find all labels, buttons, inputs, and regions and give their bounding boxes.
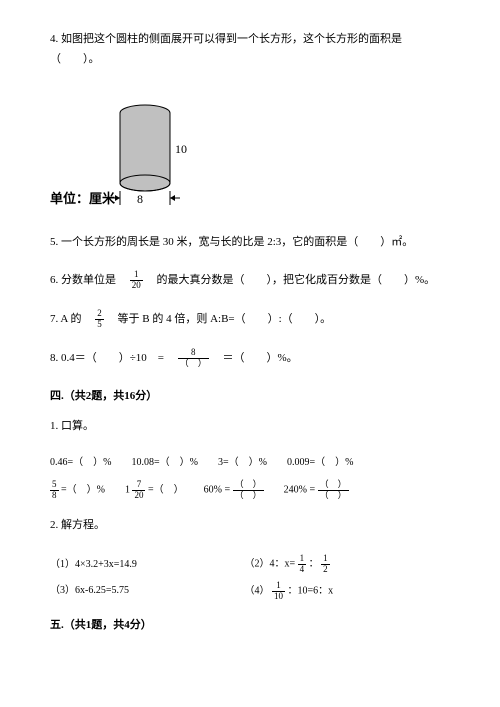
height-label: 10 — [175, 142, 187, 156]
eq-row-1: （1）4×3.2+3x=14.9 （2）4：x= 1 4 ： 1 2 — [50, 554, 450, 575]
q7-den: 5 — [95, 320, 104, 330]
cylinder-figure: 10 8 单位：厘米 — [50, 88, 450, 218]
frac-2a: 5 8 — [50, 480, 59, 501]
eq4-f1: 1 10 — [272, 581, 285, 602]
calc-row-1: 0.46=（ ）% 10.08=（ ）% 3=（ ）% 0.009=（ ）% — [50, 454, 450, 472]
calc-2d: 240% = （ ） （ ） — [284, 480, 349, 501]
calc-2b: 1 7 20 =（ ） — [125, 480, 184, 501]
q6-den: 20 — [130, 281, 143, 291]
sub1-title: 1. 口算。 — [50, 417, 450, 437]
q8-part1: 8. 0.4＝（ ）÷10 = — [50, 352, 175, 364]
calc-2c: 60% = （ ） （ ） — [204, 480, 264, 501]
eq1: （1）4×3.2+3x=14.9 — [50, 556, 242, 574]
section-4-title: 四.（共2题，共16分） — [50, 387, 450, 407]
question-6: 6. 分数单位是 1 20 的最大真分数是（ ），把它化成百分数是（ ）%。 — [50, 270, 450, 291]
eq2-f1: 1 4 — [298, 554, 307, 575]
section-5-title: 五.（共1题，共4分） — [50, 616, 450, 636]
question-8: 8. 0.4＝（ ）÷10 = 8 （ ） ＝（ ）%。 — [50, 348, 450, 369]
question-7: 7. A 的 2 5 等于 B 的 4 倍，则 A:B=（ ）:（ ）。 — [50, 309, 450, 330]
cylinder-svg: 10 8 单位：厘米 — [50, 88, 200, 218]
calc-1c: 3=（ ）% — [218, 454, 267, 472]
question-4: 4. 如图把这个圆柱的侧面展开可以得到一个长方形，这个长方形的面积是（ ）。 — [50, 30, 450, 70]
calc-1d: 0.009=（ ）% — [287, 454, 353, 472]
frac-2d: （ ） （ ） — [318, 480, 349, 501]
width-label: 8 — [137, 192, 143, 206]
q6-part1: 6. 分数单位是 — [50, 274, 127, 286]
q6-part2: 的最大真分数是（ ），把它化成百分数是（ ）%。 — [146, 274, 436, 286]
calc-1b: 10.08=（ ）% — [131, 454, 197, 472]
q8-den: （ ） — [178, 359, 209, 369]
calc-2a: 5 8 =（ ）% — [50, 480, 105, 501]
eq-row-2: （3）6x-6.25=5.75 （4） 1 10 ：10=6：x — [50, 581, 450, 602]
q8-part2: ＝（ ）%。 — [212, 352, 298, 364]
frac-2b: 7 20 — [132, 480, 145, 501]
calc-1a: 0.46=（ ）% — [50, 454, 111, 472]
eq2-f2: 1 2 — [321, 554, 330, 575]
frac-2c: （ ） （ ） — [233, 480, 264, 501]
q7-fraction: 2 5 — [95, 309, 104, 330]
unit-label: 单位：厘米 — [50, 191, 116, 206]
eq2: （2）4：x= 1 4 ： 1 2 — [245, 554, 437, 575]
q4-text: 4. 如图把这个圆柱的侧面展开可以得到一个长方形，这个长方形的面积是（ ）。 — [50, 30, 450, 70]
q8-fraction: 8 （ ） — [178, 348, 209, 369]
q7-part2: 等于 B 的 4 倍，则 A:B=（ ）:（ ）。 — [106, 313, 331, 325]
eq4: （4） 1 10 ：10=6：x — [245, 581, 437, 602]
calc-row-2: 5 8 =（ ）% 1 7 20 =（ ） 60% = （ ） （ ） 240%… — [50, 480, 450, 501]
sub2-title: 2. 解方程。 — [50, 516, 450, 536]
eq3: （3）6x-6.25=5.75 — [50, 582, 242, 600]
q5-text: 5. 一个长方形的周长是 30 米，宽与长的比是 2:3，它的面积是（ ）㎡。 — [50, 236, 413, 248]
q6-fraction: 1 20 — [130, 270, 143, 291]
q7-part1: 7. A 的 — [50, 313, 92, 325]
question-5: 5. 一个长方形的周长是 30 米，宽与长的比是 2:3，它的面积是（ ）㎡。 — [50, 233, 450, 253]
